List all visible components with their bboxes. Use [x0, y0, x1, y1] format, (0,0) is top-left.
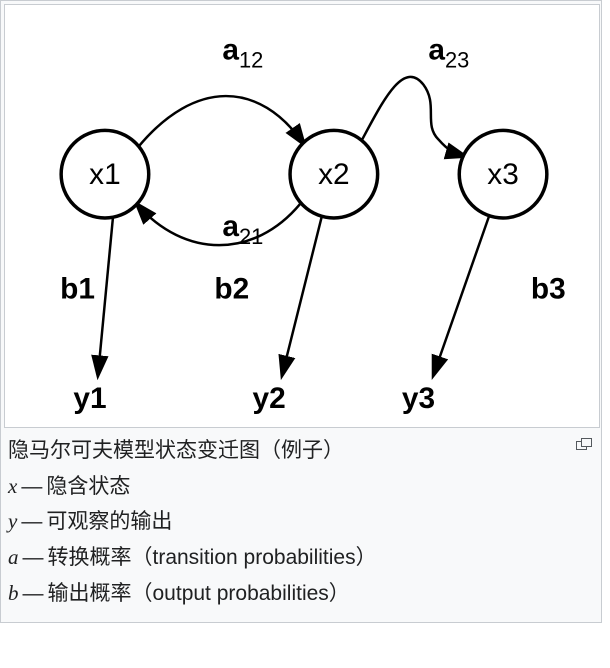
label-b2: b2 [214, 273, 249, 306]
figure-thumb: x1 x2 x3 y1 y2 y3 a12 a21 a23 b1 b2 b3 [0, 0, 602, 623]
diagram-box: x1 x2 x3 y1 y2 y3 a12 a21 a23 b1 b2 b3 [4, 4, 600, 428]
edge-b2 [282, 216, 322, 375]
node-x2-label: x2 [318, 158, 350, 191]
label-a21: a21 [222, 210, 263, 249]
label-b3: b3 [531, 273, 566, 306]
caption-line-y: y—可观察的输出 [8, 504, 594, 540]
caption-line-a: a—转换概率（transition probabilities） [8, 540, 594, 576]
node-x3-label: x3 [487, 158, 519, 191]
edge-b1 [98, 218, 113, 375]
node-x1-label: x1 [89, 158, 121, 191]
edge-a23 [362, 77, 466, 156]
enlarge-icon[interactable] [576, 438, 592, 450]
label-y1: y1 [73, 382, 106, 415]
figure-caption: 隐马尔可夫模型状态变迁图（例子） x—隐含状态 y—可观察的输出 a—转换概率（… [4, 428, 598, 619]
hmm-diagram: x1 x2 x3 y1 y2 y3 a12 a21 a23 b1 b2 b3 [5, 5, 599, 427]
caption-title: 隐马尔可夫模型状态变迁图（例子） [8, 434, 594, 469]
caption-line-b: b—输出概率（output probabilities） [8, 576, 594, 612]
edge-a12 [139, 96, 304, 146]
edge-a21 [137, 204, 300, 245]
label-a12: a12 [222, 34, 263, 73]
label-a23: a23 [428, 34, 469, 73]
label-b1: b1 [60, 273, 95, 306]
edge-b3 [433, 216, 489, 375]
label-y2: y2 [253, 382, 286, 415]
caption-line-x: x—隐含状态 [8, 469, 594, 505]
label-y3: y3 [402, 382, 435, 415]
